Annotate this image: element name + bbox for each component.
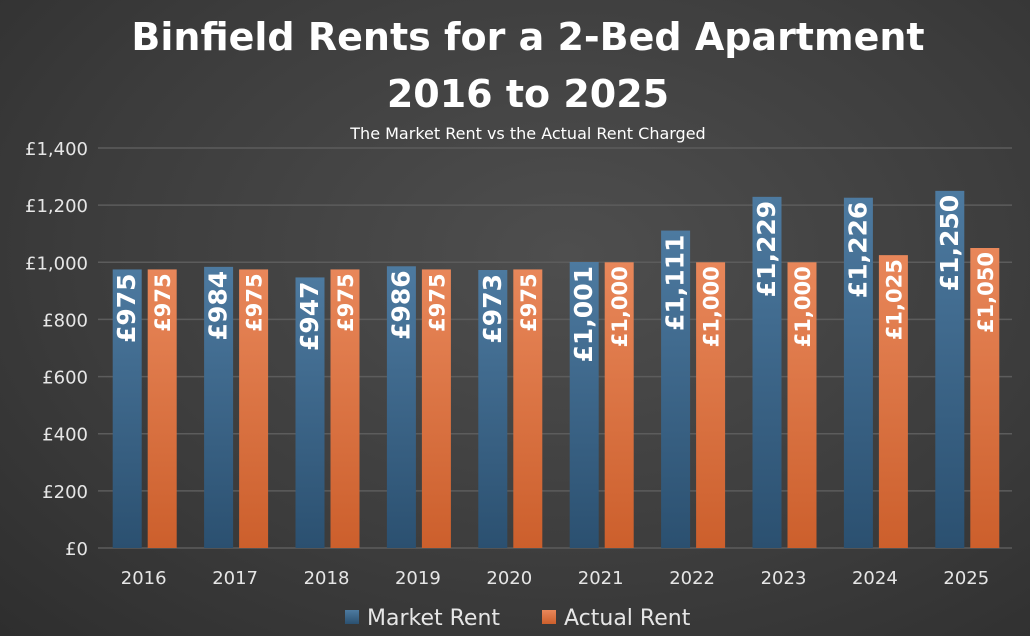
y-tick-label: £400 xyxy=(42,425,88,446)
data-label: £975 xyxy=(151,273,175,331)
bar-actual-rent xyxy=(330,269,360,548)
data-label: £984 xyxy=(204,271,233,341)
data-label: £1,025 xyxy=(882,259,906,340)
data-label: £975 xyxy=(112,273,141,343)
data-label: £975 xyxy=(517,273,541,331)
y-tick-label: £600 xyxy=(42,368,88,389)
x-tick-label: 2018 xyxy=(304,568,350,589)
chart-title: Binfield Rents for a 2-Bed Apartment xyxy=(131,15,924,59)
y-tick-label: £0 xyxy=(65,539,88,560)
bar-actual-rent xyxy=(239,269,269,548)
data-label: £947 xyxy=(295,281,324,351)
bar-market-rent xyxy=(661,230,691,549)
legend-label: Actual Rent xyxy=(564,606,691,631)
data-label: £1,000 xyxy=(608,266,632,347)
bar-actual-rent xyxy=(787,262,817,548)
bar-market-rent xyxy=(843,197,873,548)
x-tick-label: 2019 xyxy=(395,568,441,589)
data-label: £1,226 xyxy=(843,202,872,298)
bar-actual-rent xyxy=(696,262,726,548)
bar-market-rent xyxy=(935,190,965,548)
bar-market-rent xyxy=(386,266,416,548)
data-label: £975 xyxy=(425,273,449,331)
y-tick-label: £800 xyxy=(42,310,88,331)
bar-actual-rent xyxy=(147,269,177,548)
bar-market-rent xyxy=(478,270,508,548)
bar-market-rent xyxy=(204,266,234,548)
chart-title-line2: 2016 to 2025 xyxy=(387,72,669,116)
y-tick-label: £1,200 xyxy=(25,196,88,217)
data-label: £1,229 xyxy=(752,201,781,297)
data-label: £1,111 xyxy=(661,235,690,331)
data-label: £1,050 xyxy=(974,252,998,333)
bar-actual-rent xyxy=(604,262,634,548)
x-tick-label: 2024 xyxy=(852,568,898,589)
x-tick-label: 2025 xyxy=(943,568,989,589)
data-label: £986 xyxy=(386,270,415,340)
bar-market-rent xyxy=(112,269,142,548)
legend-swatch xyxy=(542,610,556,624)
data-label: £1,001 xyxy=(569,266,598,362)
x-tick-label: 2023 xyxy=(761,568,807,589)
y-tick-label: £1,400 xyxy=(25,139,88,160)
bar-actual-rent xyxy=(970,248,1000,548)
bar-market-rent xyxy=(295,277,325,548)
data-label: £1,000 xyxy=(791,266,815,347)
x-tick-label: 2016 xyxy=(121,568,167,589)
bar-actual-rent xyxy=(878,255,908,548)
x-tick-label: 2017 xyxy=(212,568,258,589)
data-label: £975 xyxy=(334,273,358,331)
y-tick-label: £200 xyxy=(42,482,88,503)
x-tick-label: 2020 xyxy=(486,568,532,589)
data-label: £975 xyxy=(243,273,267,331)
y-tick-label: £1,000 xyxy=(25,253,88,274)
data-label: £973 xyxy=(478,274,507,344)
data-label: £1,250 xyxy=(935,195,964,291)
x-tick-label: 2021 xyxy=(578,568,624,589)
x-tick-label: 2022 xyxy=(669,568,715,589)
bar-market-rent xyxy=(752,196,782,548)
bar-market-rent xyxy=(569,262,599,548)
chart-subtitle: The Market Rent vs the Actual Rent Charg… xyxy=(349,124,705,143)
data-label: £1,000 xyxy=(700,266,724,347)
bar-actual-rent xyxy=(513,269,543,548)
legend-label: Market Rent xyxy=(367,606,500,631)
legend-swatch xyxy=(345,610,359,624)
bar-actual-rent xyxy=(421,269,451,548)
